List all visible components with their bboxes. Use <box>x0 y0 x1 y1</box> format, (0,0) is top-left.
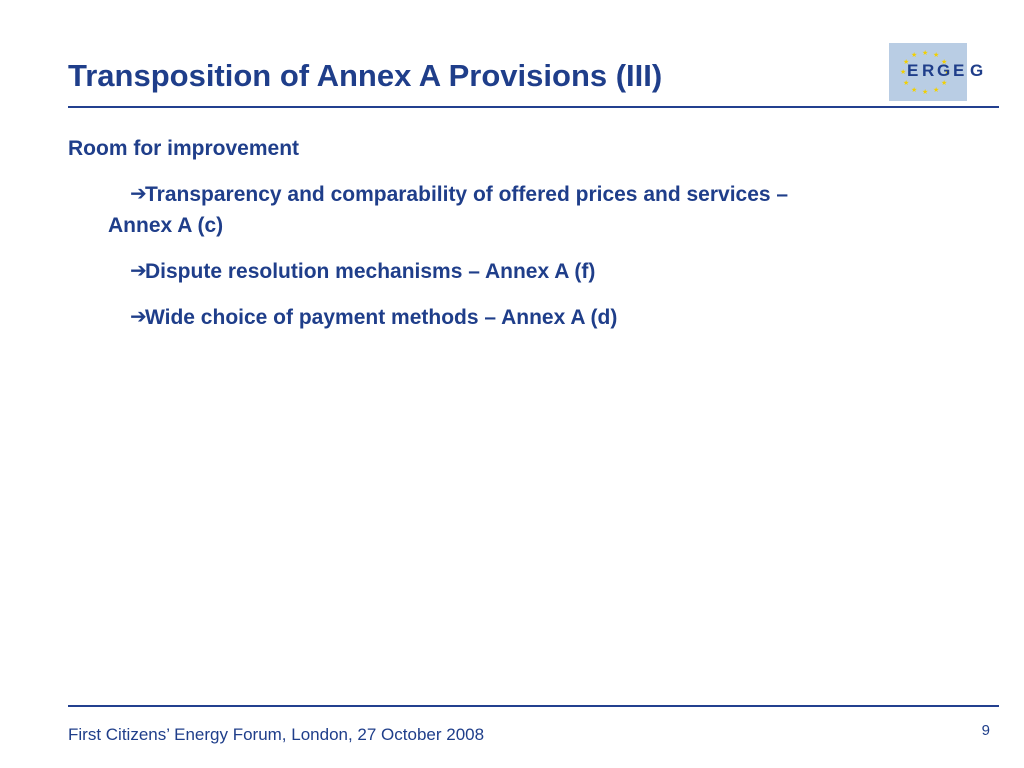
arrow-right-icon: ➔ <box>130 183 147 205</box>
ergeg-logo: ★ ★ ★ ★ ★ ★ ★ ★ ★ ★ ★ ★ E R G E G <box>889 43 999 101</box>
logo-star-icon: ★ <box>941 59 948 66</box>
bullet-text: Transparency and comparability of offere… <box>145 183 789 206</box>
logo-letter-r: R <box>922 61 935 80</box>
logo-letter-e1: E <box>907 61 919 80</box>
footer-event-text: First Citizens’ Energy Forum, London, 27… <box>68 725 485 744</box>
logo-star-icon: ★ <box>922 89 929 96</box>
logo-star-icon: ★ <box>922 50 929 57</box>
logo-letter-g1: G <box>937 61 951 80</box>
footer-divider <box>68 705 999 707</box>
page-number: 9 <box>981 722 990 739</box>
logo-star-icon: ★ <box>933 87 940 94</box>
logo-letter-g2: G <box>970 61 984 80</box>
section-heading: Room for improvement <box>68 137 300 160</box>
slide-title: Transposition of Annex A Provisions (III… <box>68 58 663 93</box>
logo-star-icon: ★ <box>900 69 907 76</box>
bullet-text: Wide choice of payment methods – Annex A… <box>145 306 618 329</box>
logo-star-icon: ★ <box>933 52 940 59</box>
logo-star-icon: ★ <box>903 80 910 87</box>
title-divider <box>68 106 999 108</box>
logo-star-icon: ★ <box>944 69 951 76</box>
logo-star-icon: ★ <box>903 59 910 66</box>
bullet-item: ➔ Transparency and comparability of offe… <box>68 179 998 241</box>
bullet-text: Dispute resolution mechanisms – Annex A … <box>145 260 596 283</box>
arrow-right-icon: ➔ <box>130 260 147 282</box>
bullet-text-continuation: Annex A (c) <box>108 214 224 237</box>
logo-star-icon: ★ <box>911 52 918 59</box>
bullet-item: ➔ Wide choice of payment methods – Annex… <box>68 302 998 333</box>
logo-star-icon: ★ <box>911 87 918 94</box>
bullet-item: ➔ Dispute resolution mechanisms – Annex … <box>68 256 998 287</box>
slide-body: Room for improvement ➔ Transparency and … <box>68 137 998 348</box>
logo-star-icon: ★ <box>941 80 948 87</box>
logo-letter-e2: E <box>953 61 965 80</box>
logo-background <box>889 43 967 101</box>
arrow-right-icon: ➔ <box>130 306 147 328</box>
